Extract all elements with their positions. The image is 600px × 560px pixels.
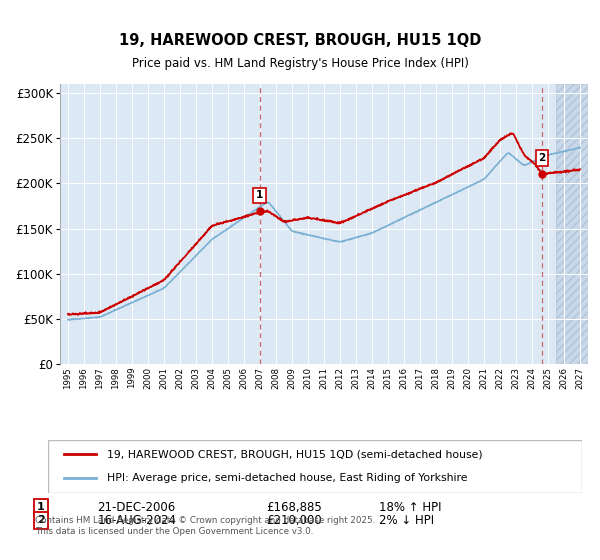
Text: 2006: 2006 <box>239 367 248 389</box>
Text: £210,000: £210,000 <box>266 514 322 527</box>
Text: 2007: 2007 <box>256 367 265 389</box>
Text: 1995: 1995 <box>64 367 73 389</box>
Text: 1: 1 <box>37 502 45 512</box>
Text: 2020: 2020 <box>463 367 473 389</box>
Text: 2011: 2011 <box>320 367 329 389</box>
Text: 2015: 2015 <box>383 367 392 389</box>
Text: 2017: 2017 <box>415 367 425 389</box>
Text: £168,885: £168,885 <box>266 501 322 514</box>
Text: 2026: 2026 <box>560 367 569 389</box>
Text: 19, HAREWOOD CREST, BROUGH, HU15 1QD: 19, HAREWOOD CREST, BROUGH, HU15 1QD <box>119 32 481 48</box>
Text: 19, HAREWOOD CREST, BROUGH, HU15 1QD (semi-detached house): 19, HAREWOOD CREST, BROUGH, HU15 1QD (se… <box>107 450 482 460</box>
Text: 2002: 2002 <box>176 367 185 389</box>
Text: 2025: 2025 <box>544 367 553 389</box>
Text: 1997: 1997 <box>95 367 104 389</box>
Text: Contains HM Land Registry data © Crown copyright and database right 2025.
This d: Contains HM Land Registry data © Crown c… <box>35 516 376 535</box>
Text: 2004: 2004 <box>208 367 217 389</box>
Text: 2023: 2023 <box>511 367 521 389</box>
Text: 1998: 1998 <box>112 367 121 389</box>
Text: 21-DEC-2006: 21-DEC-2006 <box>97 501 176 514</box>
Text: Price paid vs. HM Land Registry's House Price Index (HPI): Price paid vs. HM Land Registry's House … <box>131 57 469 70</box>
Text: 2018: 2018 <box>431 367 440 389</box>
Text: 2012: 2012 <box>335 367 344 389</box>
Text: 2000: 2000 <box>143 367 152 389</box>
Text: 2010: 2010 <box>304 367 313 389</box>
Text: 1999: 1999 <box>128 367 137 389</box>
Text: 2008: 2008 <box>272 367 281 389</box>
Text: 16-AUG-2024: 16-AUG-2024 <box>97 514 176 527</box>
Text: 2: 2 <box>538 153 545 163</box>
Text: 2% ↓ HPI: 2% ↓ HPI <box>379 514 434 527</box>
Text: 2021: 2021 <box>479 367 488 389</box>
Text: 2024: 2024 <box>527 367 536 389</box>
Text: 2001: 2001 <box>160 367 169 389</box>
Text: 2016: 2016 <box>400 367 409 389</box>
Text: 18% ↑ HPI: 18% ↑ HPI <box>379 501 442 514</box>
Text: 2009: 2009 <box>287 367 296 389</box>
Text: 2: 2 <box>37 515 45 525</box>
Text: 1: 1 <box>256 190 263 200</box>
Bar <box>556 84 588 364</box>
Text: 2014: 2014 <box>367 367 377 389</box>
Text: 1996: 1996 <box>80 367 89 389</box>
Text: 2027: 2027 <box>575 367 584 389</box>
Text: 2022: 2022 <box>496 367 505 389</box>
Text: HPI: Average price, semi-detached house, East Riding of Yorkshire: HPI: Average price, semi-detached house,… <box>107 473 467 483</box>
Text: 2013: 2013 <box>352 367 361 389</box>
Text: 2005: 2005 <box>223 367 233 389</box>
Text: 2019: 2019 <box>448 367 457 389</box>
Text: 2003: 2003 <box>191 367 200 389</box>
